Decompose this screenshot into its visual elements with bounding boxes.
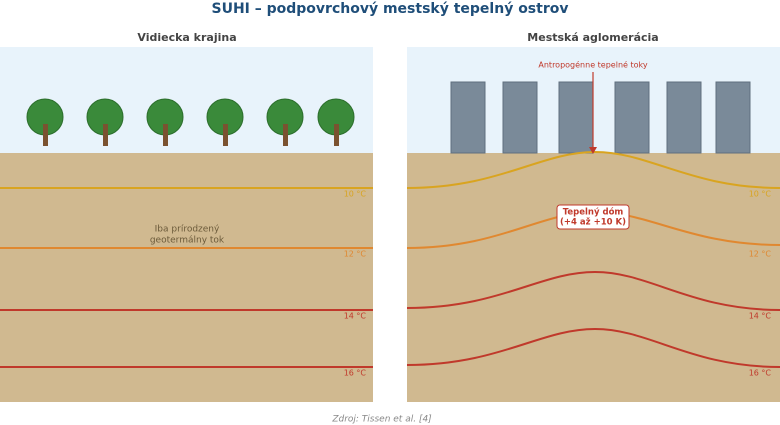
isotherm-label: 10 °C [749,190,772,199]
note: Iba prírodzený [155,225,220,235]
heat-arrow-head [589,147,597,154]
isotherm-label: 12 °C [344,250,367,259]
isotherm-label: 14 °C [344,312,367,321]
source: Zdroj: Tissen et al. [4] [331,415,432,425]
ground [0,153,373,402]
buildings [450,81,751,154]
isotherm-label: 12 °C [749,250,772,259]
isotherm-lines [0,187,373,368]
arrow-label: Antropogénne tepelné toky [538,60,647,70]
dome-box [556,204,630,230]
dome-label: Tepelný dóm [563,207,624,218]
isotherm-label: 10 °C [344,190,367,199]
trees [26,98,355,146]
dome-label: (+4 až +10 K) [560,218,626,228]
isotherm-label: 16 °C [749,369,772,378]
panel-title: Mestská aglomerácia [527,31,658,44]
isotherm-label: 16 °C [344,369,367,378]
title: SUHI – podpovrchový mestský tepelný ostr… [212,1,569,17]
sky [0,47,373,153]
isotherm-label: 14 °C [749,312,772,321]
note: geotermálny tok [150,236,225,246]
panel-title: Vidiecka krajina [137,31,236,44]
ground [407,153,780,402]
